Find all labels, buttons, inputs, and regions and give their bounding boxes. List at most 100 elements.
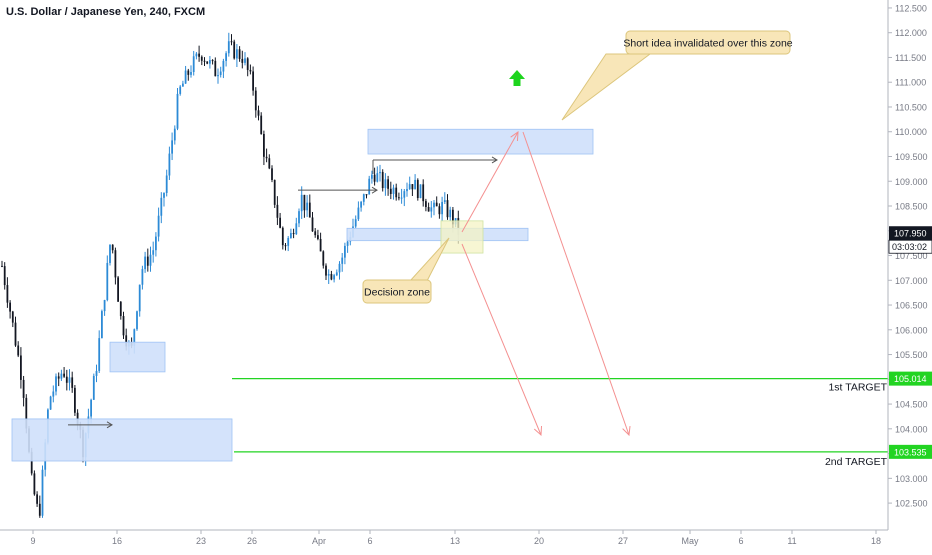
candle-body	[163, 192, 165, 198]
candle-body	[392, 187, 395, 194]
candles-group	[1, 32, 460, 518]
candle-body	[192, 56, 195, 72]
candle-body	[433, 202, 435, 208]
time-tick-label: Apr	[312, 536, 326, 546]
candle-body	[298, 211, 300, 224]
time-tick-label: May	[681, 536, 699, 546]
candle-body	[52, 391, 55, 397]
candle-body	[1, 265, 3, 267]
callout-pointer	[561, 53, 652, 121]
target1-price-badge	[889, 371, 932, 386]
candle-body	[314, 231, 317, 236]
candle-body	[373, 174, 376, 182]
price-tick-label: 109.000	[895, 177, 928, 187]
candle-body	[63, 373, 65, 377]
candle-body	[49, 396, 52, 410]
candle-body	[271, 168, 273, 180]
candle-body	[265, 156, 268, 159]
candle-body	[338, 263, 341, 273]
candle-body	[138, 284, 141, 312]
candle-body	[222, 60, 225, 72]
candle-body	[452, 209, 454, 225]
price-tick-label: 104.000	[895, 424, 928, 434]
price-tick-label: 110.500	[895, 102, 927, 112]
candle-body	[173, 128, 176, 141]
candle-body	[354, 219, 357, 227]
candle-body	[263, 133, 265, 157]
zone-demand-2	[11, 418, 233, 462]
candle-body	[98, 338, 101, 371]
candle-body	[41, 469, 44, 516]
candle-body	[168, 153, 171, 176]
guide-arrow-head	[491, 156, 498, 164]
candle-body	[371, 174, 373, 179]
candle-body	[292, 233, 295, 235]
candle-body	[165, 175, 168, 193]
candle-body	[443, 200, 446, 202]
candle-body	[238, 49, 241, 59]
candle-body	[438, 206, 441, 215]
candle-body	[38, 503, 41, 516]
price-tick-label: 112.000	[895, 28, 927, 38]
candle-body	[198, 53, 200, 57]
candle-body	[281, 227, 284, 246]
time-tick-label: 9	[30, 536, 35, 546]
candle-body	[25, 397, 28, 429]
candle-body	[435, 202, 438, 207]
candle-body	[144, 256, 146, 270]
candle-body	[119, 301, 122, 317]
candle-body	[449, 209, 452, 218]
decision-callout-box	[362, 279, 432, 304]
price-tick-label: 106.000	[895, 325, 928, 335]
guide-arrow-head	[106, 421, 113, 429]
candle-body	[20, 355, 22, 380]
candle-body	[246, 58, 249, 70]
candle-body	[384, 179, 387, 189]
invalidation-note: Short idea invalidated over this zone	[623, 38, 792, 50]
candle-body	[55, 376, 57, 392]
candle-body	[125, 335, 128, 347]
price-tick-label: 112.500	[895, 3, 927, 13]
candle-body	[252, 71, 254, 91]
candle-body	[414, 179, 416, 190]
candle-body	[190, 71, 192, 75]
candle-body	[389, 188, 392, 194]
candle-body	[344, 245, 346, 258]
candle-body	[17, 345, 20, 356]
candle-body	[146, 256, 149, 266]
candle-body	[254, 90, 257, 111]
candle-body	[187, 70, 190, 75]
candle-body	[403, 191, 406, 198]
candle-body	[365, 194, 368, 196]
candle-body	[422, 184, 425, 202]
candle-body	[273, 179, 276, 205]
candle-body	[406, 189, 408, 192]
price-tick-label: 107.500	[895, 251, 928, 261]
candle-body	[357, 207, 360, 220]
candle-body	[306, 202, 308, 211]
zone-supply	[367, 128, 594, 155]
zone-support	[346, 227, 529, 242]
candle-body	[330, 274, 333, 280]
annotation-lines-group	[68, 70, 888, 453]
candle-body	[308, 202, 311, 218]
candle-body	[379, 171, 381, 174]
price-tick-label: 108.500	[895, 202, 928, 212]
candle-body	[233, 41, 236, 59]
candle-body	[287, 237, 290, 246]
candle-body	[279, 217, 281, 228]
candle-body	[203, 60, 206, 62]
countdown-label: 03:03:02	[892, 242, 927, 252]
invalidation-callout-box	[625, 30, 791, 55]
candle-body	[411, 184, 414, 190]
current-price-badge	[889, 226, 932, 241]
candle-body	[149, 254, 152, 266]
candle-body	[408, 184, 411, 190]
candle-body	[398, 197, 400, 199]
candle-body	[117, 277, 119, 302]
time-tick-label: 6	[738, 536, 743, 546]
candle-body	[36, 494, 38, 504]
candle-body	[230, 41, 233, 43]
